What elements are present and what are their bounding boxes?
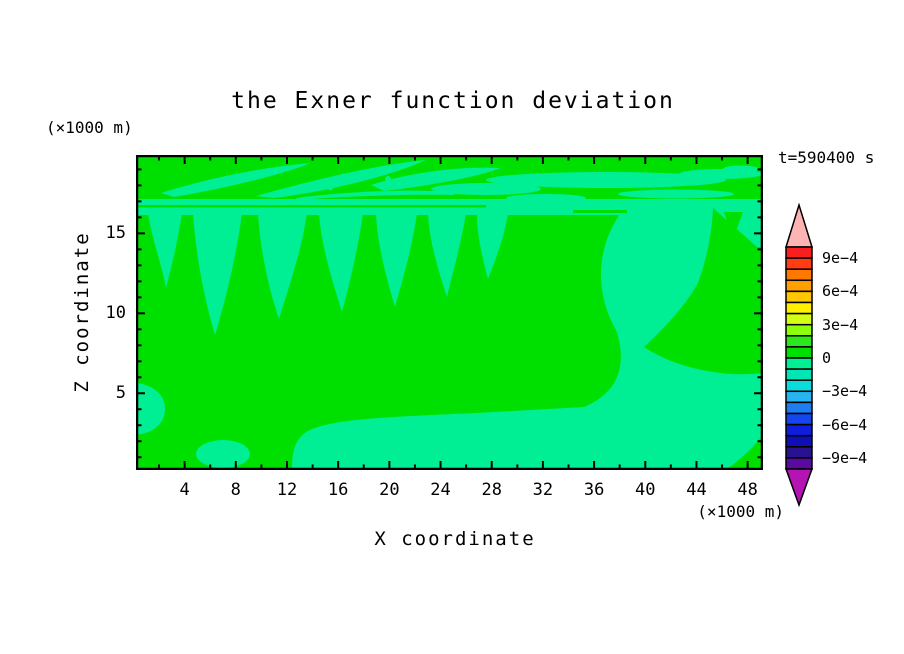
x-tick-label: 16 bbox=[327, 480, 349, 500]
contour-region-negative bbox=[618, 189, 734, 199]
colorbar-segment bbox=[785, 390, 813, 404]
colorbar-segment bbox=[785, 346, 813, 359]
colorbar-segment bbox=[785, 368, 813, 381]
colorbar-over-arrow bbox=[784, 203, 814, 248]
contour-plot bbox=[136, 155, 763, 470]
y-tick-label: 10 bbox=[105, 303, 126, 324]
colorbar-segment bbox=[785, 423, 813, 437]
colorbar-segment bbox=[785, 312, 813, 326]
x-tick-label: 32 bbox=[532, 480, 554, 500]
plot-frame bbox=[136, 155, 763, 470]
colorbar-segment bbox=[785, 335, 813, 348]
contour-region-negative bbox=[385, 176, 391, 182]
colorbar-segment bbox=[785, 434, 813, 448]
colorbar-segment bbox=[785, 290, 813, 304]
contour-region-negative bbox=[296, 190, 456, 200]
contour-region-negative bbox=[328, 185, 333, 191]
contour-region-negative bbox=[292, 211, 763, 470]
colorbar-tick-label: −6e−4 bbox=[822, 415, 868, 434]
contour-region-negative bbox=[506, 194, 586, 202]
colorbar-segment bbox=[785, 457, 813, 470]
colorbar-tick-label: 9e−4 bbox=[822, 249, 859, 268]
contour-region-positive bbox=[724, 212, 743, 239]
colorbar-segment bbox=[785, 379, 813, 393]
contour-region-negative bbox=[428, 213, 466, 297]
contour-region-positive bbox=[136, 205, 486, 208]
y-unit-label: (×1000 m) bbox=[46, 118, 133, 137]
contour-region-negative bbox=[438, 171, 443, 177]
x-tick-label: 40 bbox=[635, 480, 656, 500]
contour-region-negative bbox=[477, 213, 508, 279]
x-axis-label: X coordinate bbox=[374, 528, 536, 550]
colorbar-segment bbox=[785, 257, 813, 270]
y-tick-label: 15 bbox=[105, 223, 126, 244]
contour-region-negative bbox=[196, 440, 250, 468]
x-tick-label: 36 bbox=[583, 480, 605, 500]
colorbar-segment bbox=[785, 357, 813, 370]
contour-field bbox=[136, 155, 763, 470]
x-tick-label: 28 bbox=[481, 480, 502, 500]
colorbar-tick-label: −3e−4 bbox=[822, 382, 868, 401]
colorbar-scale bbox=[784, 203, 814, 508]
contour-region-negative bbox=[486, 172, 726, 188]
colorbar-tick-label: −9e−4 bbox=[822, 448, 868, 467]
contour-region-negative bbox=[723, 165, 759, 173]
x-tick-label: 20 bbox=[379, 480, 400, 500]
colorbar-segment bbox=[785, 268, 813, 282]
x-tick-label: 12 bbox=[276, 480, 298, 500]
contour-region-negative bbox=[258, 213, 307, 319]
colorbar-tick-label: 6e−4 bbox=[822, 282, 859, 301]
colorbar-tick-label: 3e−4 bbox=[822, 315, 859, 334]
x-tick-label: 4 bbox=[179, 480, 190, 500]
colorbar-under-arrow bbox=[784, 468, 814, 508]
contour-region-negative bbox=[431, 183, 541, 195]
y-tick-label: 5 bbox=[115, 383, 126, 404]
contour-region-positive bbox=[644, 208, 763, 375]
colorbar-segment bbox=[785, 401, 813, 415]
contour-region-negative bbox=[148, 213, 182, 288]
colorbar-segment bbox=[785, 279, 813, 293]
colorbar-segment bbox=[785, 246, 813, 259]
time-label: t=590400 s bbox=[778, 148, 875, 167]
contour-region-negative bbox=[376, 213, 417, 307]
contour-region-positive bbox=[725, 435, 763, 470]
x-tick-label: 8 bbox=[230, 480, 241, 500]
colorbar-segment bbox=[785, 323, 813, 337]
x-unit-label: (×1000 m) bbox=[697, 502, 784, 521]
contour-region-negative bbox=[161, 163, 311, 197]
contour-region-negative bbox=[319, 213, 363, 312]
x-tick-label: 24 bbox=[430, 480, 451, 500]
colorbar-segment bbox=[785, 412, 813, 426]
contour-region-negative bbox=[371, 167, 501, 191]
contour-region-positive bbox=[573, 210, 627, 213]
x-tick-label: 48 bbox=[737, 480, 758, 500]
colorbar bbox=[784, 203, 816, 509]
contour-region-negative bbox=[136, 383, 165, 435]
colorbar-tick-label: 0 bbox=[822, 349, 832, 367]
contour-region-negative bbox=[256, 160, 426, 198]
chart-title: the Exner function deviation bbox=[231, 88, 675, 114]
x-tick-label: 44 bbox=[686, 480, 707, 500]
colorbar-segment bbox=[785, 446, 813, 459]
colorbar-segment bbox=[785, 301, 813, 315]
contour-region-negative bbox=[193, 213, 242, 335]
